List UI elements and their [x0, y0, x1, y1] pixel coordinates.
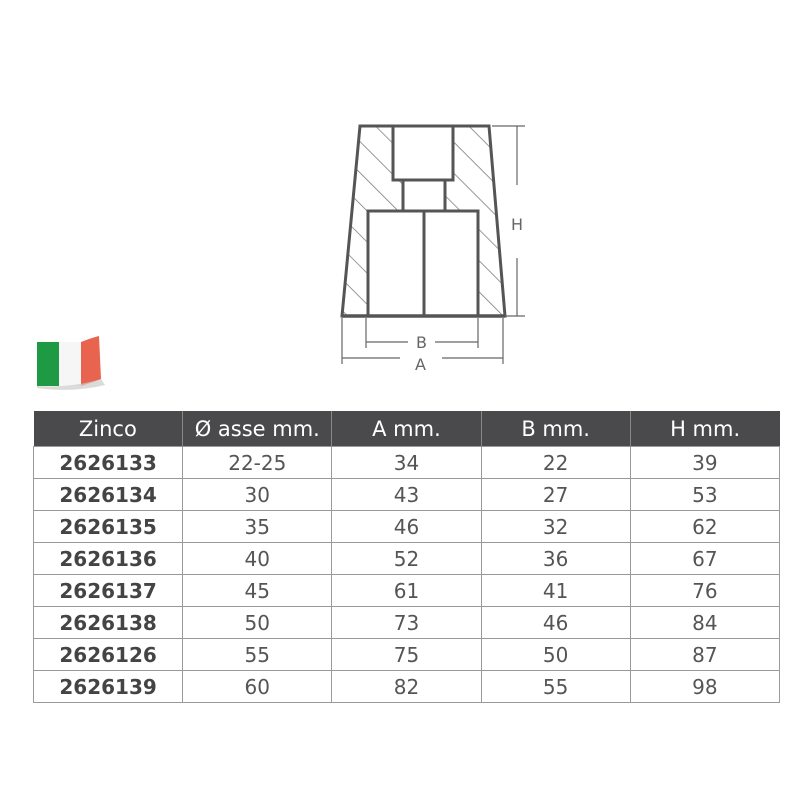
shaft-cell: 60: [182, 670, 333, 703]
code-cell: 2626138: [32, 606, 184, 639]
table-row: 2626136 40 52 36 67: [32, 542, 781, 575]
shaft-cell: 22-25: [182, 446, 333, 479]
a-cell: 52: [331, 542, 482, 575]
header-zinco: Zinco: [33, 411, 183, 447]
a-cell: 82: [331, 670, 482, 703]
table-row: 2626135 35 46 32 62: [32, 510, 781, 543]
anode-technical-drawing: H B A: [340, 124, 525, 374]
a-cell: 75: [331, 638, 482, 671]
a-cell: 73: [331, 606, 482, 639]
table-row: 2626138 50 73 46 84: [32, 606, 781, 639]
table-row: 2626139 60 82 55 98: [32, 670, 781, 703]
shaft-cell: 30: [182, 478, 333, 511]
table-row: 2626134 30 43 27 53: [32, 478, 781, 511]
dimension-lines: [341, 125, 525, 364]
h-cell: 98: [629, 670, 781, 703]
b-cell: 55: [480, 670, 631, 703]
a-cell: 61: [331, 574, 482, 607]
h-cell: 62: [629, 510, 781, 543]
shaft-cell: 45: [182, 574, 333, 607]
table-header-row: Zinco Ø asse mm. A mm. B mm. H mm.: [33, 411, 780, 447]
dimensions-table: Zinco Ø asse mm. A mm. B mm. H mm. 26261…: [32, 411, 781, 703]
table-row: 2626137 45 61 41 76: [32, 574, 781, 607]
h-cell: 67: [629, 542, 781, 575]
header-shaft-diameter: Ø asse mm.: [182, 411, 332, 447]
dimension-a-label: A: [415, 355, 426, 374]
dimension-b-label: B: [416, 333, 427, 352]
code-cell: 2626137: [32, 574, 184, 607]
h-cell: 84: [629, 606, 781, 639]
header-b: B mm.: [480, 411, 631, 447]
a-cell: 43: [331, 478, 482, 511]
b-cell: 36: [480, 542, 631, 575]
code-cell: 2626139: [32, 670, 184, 703]
shaft-cell: 40: [182, 542, 333, 575]
h-cell: 53: [629, 478, 781, 511]
b-cell: 50: [480, 638, 631, 671]
shaft-cell: 35: [182, 510, 333, 543]
code-cell: 2626133: [32, 446, 184, 479]
shaft-cell: 50: [182, 606, 333, 639]
b-cell: 22: [480, 446, 631, 479]
code-cell: 2626136: [32, 542, 184, 575]
h-cell: 76: [629, 574, 781, 607]
b-cell: 46: [480, 606, 631, 639]
h-cell: 87: [629, 638, 781, 671]
a-cell: 46: [331, 510, 482, 543]
b-cell: 41: [480, 574, 631, 607]
neck-bore: [401, 178, 447, 213]
table-row: 2626126 55 75 50 87: [32, 638, 781, 671]
table-row: 2626133 22-25 34 22 39: [32, 446, 781, 479]
header-h: H mm.: [629, 411, 780, 447]
code-cell: 2626135: [32, 510, 184, 543]
dimension-h-label: H: [511, 215, 523, 234]
a-cell: 34: [331, 446, 482, 479]
shaft-cell: 55: [182, 638, 333, 671]
code-cell: 2626126: [32, 638, 184, 671]
italy-flag-icon: [37, 336, 105, 390]
h-cell: 39: [629, 446, 781, 479]
b-cell: 27: [480, 478, 631, 511]
top-bore: [391, 124, 455, 182]
b-cell: 32: [480, 510, 631, 543]
code-cell: 2626134: [32, 478, 184, 511]
header-a: A mm.: [331, 411, 482, 447]
